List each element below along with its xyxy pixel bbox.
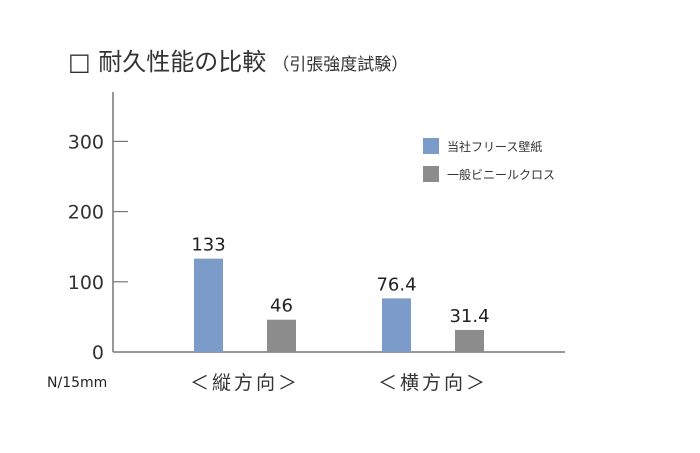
legend-swatch — [423, 166, 439, 182]
data-label: 31.4 — [449, 306, 489, 327]
y-unit-label: N/15mm — [47, 375, 107, 391]
y-tick-label: 100 — [68, 272, 104, 294]
y-tick-label: 0 — [92, 342, 104, 364]
data-label: 133 — [191, 235, 225, 256]
y-tick-label: 200 — [68, 202, 104, 224]
legend-label: 一般ビニールクロス — [447, 167, 555, 182]
x-category-label: ＜縦方向＞ — [190, 372, 300, 394]
chart-subtitle: （引張強度試験） — [272, 55, 409, 75]
bar-vinyl — [267, 319, 296, 352]
legend-label: 当社フリース壁紙 — [447, 139, 542, 154]
x-category-label: ＜横方向＞ — [378, 372, 488, 394]
legend-swatch — [423, 138, 439, 154]
bar-vinyl — [455, 329, 484, 352]
bar-fleece — [194, 258, 223, 352]
data-label: 76.4 — [376, 274, 416, 295]
chart-title-main: □ 耐久性能の比較 — [68, 48, 267, 76]
y-tick-label: 300 — [68, 131, 104, 153]
chart-title: □ 耐久性能の比較 （引張強度試験） — [68, 42, 408, 77]
data-label: 46 — [270, 296, 293, 317]
bar-fleece — [382, 298, 411, 352]
